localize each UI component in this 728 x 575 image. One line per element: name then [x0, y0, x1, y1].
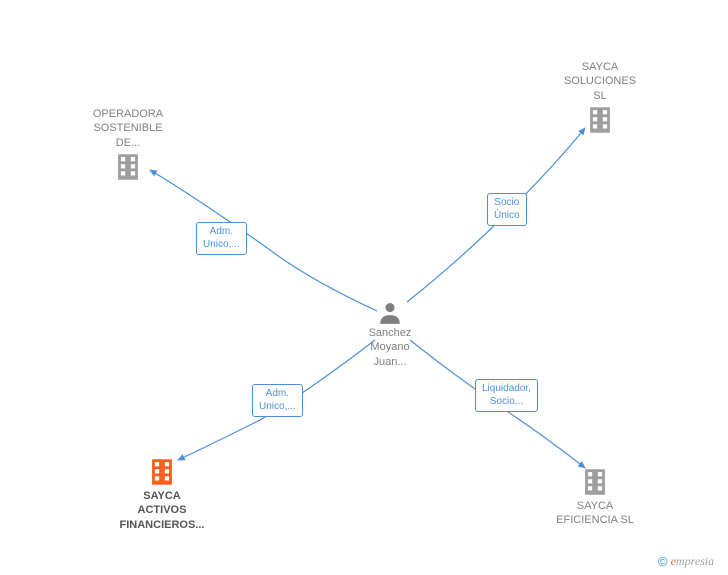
brand-name: empresia [671, 554, 715, 569]
edge-label: Adm. Unico,... [196, 222, 247, 255]
node-label: Sanchez Moyano Juan... [369, 326, 412, 369]
company-node[interactable]: SAYCA SOLUCIONES SL [550, 60, 650, 137]
building-icon [145, 455, 179, 489]
edge-label: Adm. Unico,... [252, 384, 303, 417]
watermark: © empresia [658, 554, 714, 569]
building-icon [578, 465, 612, 499]
building-icon [583, 103, 617, 137]
node-label: OPERADORA SOSTENIBLE DE... [93, 107, 163, 150]
copyright-symbol: © [658, 554, 668, 569]
edge-label: Liquidador, Socio... [475, 379, 538, 412]
edge-path [150, 170, 377, 311]
company-node[interactable]: SAYCA EFICIENCIA SL [545, 465, 645, 528]
node-label: SAYCA EFICIENCIA SL [556, 499, 634, 528]
building-icon [111, 150, 145, 184]
node-label: SAYCA ACTIVOS FINANCIEROS... [120, 489, 205, 532]
edge-label: Socio Único [487, 193, 527, 226]
company-node[interactable]: OPERADORA SOSTENIBLE DE... [78, 107, 178, 184]
node-label: SAYCA SOLUCIONES SL [564, 60, 636, 103]
center-node[interactable]: Sanchez Moyano Juan... [360, 300, 420, 369]
company-node[interactable]: SAYCA ACTIVOS FINANCIEROS... [112, 455, 212, 532]
person-icon [377, 300, 403, 326]
